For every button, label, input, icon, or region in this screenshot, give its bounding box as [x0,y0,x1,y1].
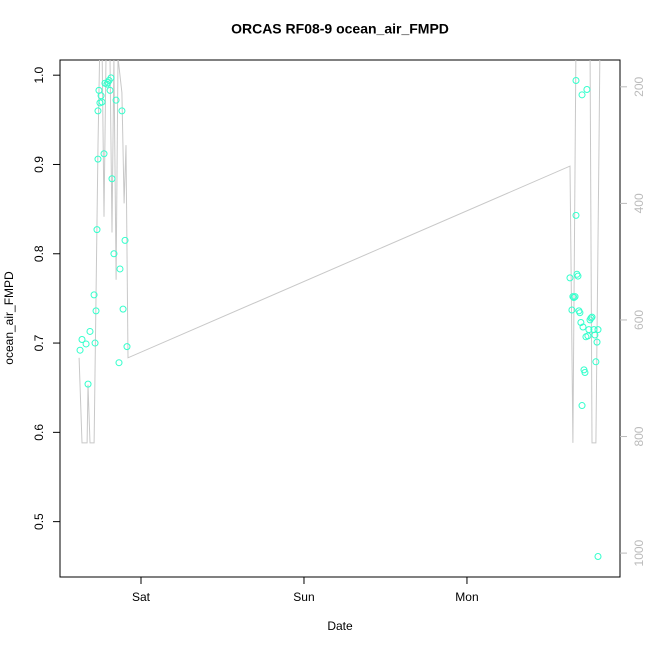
data-point [78,335,86,343]
data-point [594,326,602,334]
data-point [579,323,587,331]
data-point [112,96,120,104]
plot-frame [59,59,621,578]
data-point [572,77,580,85]
x-tick-label: Sat [132,590,151,604]
y-tick-label: 0.7 [32,334,46,351]
data-point [572,211,580,219]
y-tick-label: 1.0 [32,67,46,84]
data-point [591,331,599,339]
data-point [592,358,600,366]
y2-tick-label: 1000 [632,539,646,566]
data-point [90,291,98,299]
data-point [94,155,102,163]
data-point [585,326,593,334]
data-point [98,98,106,106]
data-point [110,250,118,258]
y2-tick-label: 600 [632,310,646,330]
y-axis-label: ocean_air_FMPD [2,271,16,365]
data-point [578,402,586,410]
data-point [576,309,584,317]
data-point [91,339,99,347]
y-tick-label: 0.6 [32,424,46,441]
data-point [587,314,595,322]
data-point [93,226,101,234]
data-point [86,327,94,335]
data-point [577,319,585,327]
y2-tick-label: 400 [632,193,646,213]
data-point [578,91,586,99]
data-point [121,236,129,244]
data-point [107,74,115,82]
data-point [568,306,576,314]
data-point [584,332,592,340]
data-point [82,340,90,348]
data-point [84,380,92,388]
data-point [118,107,126,115]
data-point [108,175,116,183]
data-point [571,293,579,301]
data-point [566,274,574,282]
data-point [92,307,100,315]
data-point [583,85,591,93]
data-point [590,326,598,334]
x-tick-label: Sun [293,590,314,604]
data-point [116,265,124,273]
data-point [594,552,602,560]
data-point [570,294,578,302]
data-point [115,359,123,367]
data-point [76,346,84,354]
y-tick-label: 0.9 [32,156,46,173]
data-point [569,293,577,301]
data-point [574,272,582,280]
data-point [588,313,596,321]
data-point [581,369,589,377]
data-point [100,150,108,158]
y-tick-label: 0.8 [32,245,46,262]
data-line [78,60,601,444]
data-point [593,338,601,346]
y2-tick-label: 200 [632,76,646,96]
data-point [106,86,114,94]
chart-title: ORCAS RF08-9 ocean_air_FMPD [231,21,449,37]
data-point [94,107,102,115]
data-point [123,343,131,351]
y-tick-label: 0.5 [32,513,46,530]
x-tick-label: Mon [455,590,478,604]
data-point [119,305,127,313]
x-axis-label: Date [327,619,353,633]
y2-tick-label: 800 [632,426,646,446]
